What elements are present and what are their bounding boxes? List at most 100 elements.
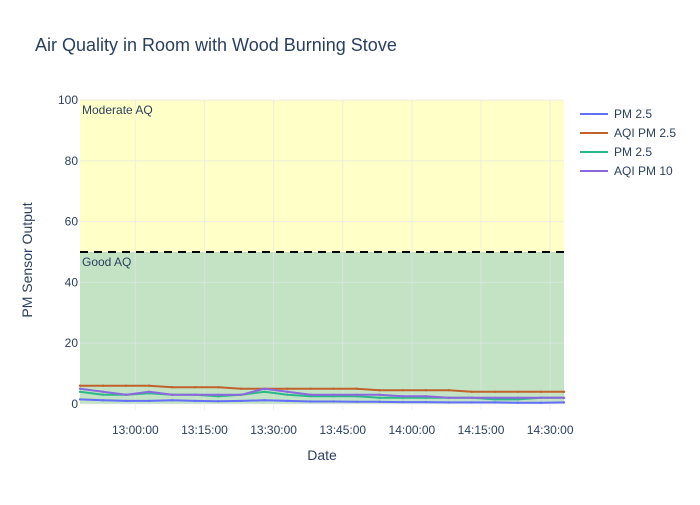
series-3-point-19 (516, 396, 520, 399)
series-1-point-12 (355, 387, 358, 390)
series-0-point-12 (355, 400, 358, 403)
legend-item-1[interactable]: AQI PM 2.5 (580, 126, 676, 140)
series-2-point-0 (78, 390, 82, 393)
series-3-point-16 (447, 396, 450, 399)
x-tick-label-6: 14:30:00 (527, 423, 574, 437)
series-1-point-18 (493, 390, 497, 393)
series-3-point-0 (78, 387, 82, 390)
series-1-point-3 (147, 384, 151, 387)
band-label-0: Moderate AQ (82, 103, 153, 117)
series-0-point-9 (286, 399, 289, 403)
series-0-point-13 (378, 400, 381, 403)
series-0-point-21 (562, 401, 566, 404)
x-tick-label-2: 13:30:00 (250, 423, 297, 437)
series-0-point-2 (124, 399, 128, 403)
series-1-point-10 (309, 387, 312, 390)
band-0 (80, 100, 564, 252)
series-3-point-6 (217, 393, 220, 396)
legend-item-3[interactable]: AQI PM 10 (580, 164, 673, 178)
series-line-0 (79, 398, 565, 404)
series-0-point-7 (240, 399, 243, 403)
series-3-point-14 (401, 395, 404, 398)
series-3-point-13 (378, 393, 381, 396)
series-3-point-7 (240, 393, 243, 396)
series-3-point-18 (493, 396, 497, 399)
series-0-point-11 (332, 400, 335, 403)
grid-layer (80, 99, 564, 410)
legend-item-0[interactable]: PM 2.5 (580, 107, 652, 121)
series-1-point-14 (401, 389, 404, 392)
series-1-point-19 (516, 390, 520, 393)
legend-label-0: PM 2.5 (614, 107, 652, 121)
series-line-1 (80, 384, 564, 393)
y-tick-label-5: 100 (58, 93, 78, 107)
band-layer: Moderate AQ Good AQ (80, 100, 564, 404)
series-1-point-0 (78, 384, 82, 387)
x-axis-title: Date (307, 447, 337, 463)
series-2-point-13 (378, 396, 381, 399)
band-label-1: Good AQ (82, 255, 131, 269)
series-3-point-21 (562, 396, 566, 399)
y-tick-label-0: 0 (71, 397, 78, 411)
series-3-point-1 (101, 390, 105, 393)
series-layer (78, 384, 566, 404)
series-1-point-21 (562, 390, 566, 393)
series-0-point-5 (194, 399, 197, 403)
series-0-point-8 (263, 399, 266, 402)
series-1-point-7 (240, 387, 243, 390)
y-tick-label-4: 80 (65, 154, 79, 168)
series-3-point-5 (194, 393, 197, 396)
series-0-point-1 (101, 399, 105, 402)
x-tick-label-3: 13:45:00 (319, 423, 366, 437)
y-tick-label-1: 20 (65, 336, 79, 350)
series-0-point-14 (401, 400, 404, 404)
series-line-3 (79, 387, 564, 399)
series-1-point-5 (194, 386, 197, 389)
legend-label-2: PM 2.5 (614, 145, 652, 159)
series-1-point-2 (124, 384, 128, 387)
series-0-point-4 (171, 399, 174, 402)
series-1-point-20 (539, 390, 543, 393)
series-0-point-0 (78, 398, 82, 401)
band-1 (80, 251, 564, 404)
series-3-point-12 (355, 393, 358, 396)
y-tick-label-2: 40 (65, 275, 79, 289)
series-3-point-17 (470, 396, 473, 399)
legend-item-2[interactable]: PM 2.5 (580, 145, 652, 159)
axis-layer: 0 20 40 60 80 100 13:00:00 13:15:00 13:30:00 13:4… (58, 93, 574, 437)
x-tick-label-5: 14:15:00 (458, 423, 505, 437)
x-tick-label-1: 13:15:00 (181, 423, 228, 437)
series-1-point-13 (378, 389, 381, 392)
series-3-point-10 (309, 393, 312, 396)
legend-label-3: AQI PM 10 (614, 164, 673, 178)
y-tick-label-3: 60 (65, 215, 79, 229)
series-1-point-1 (101, 384, 105, 387)
series-1-point-17 (470, 390, 473, 393)
series-1-point-16 (447, 389, 450, 392)
series-1-point-4 (171, 386, 174, 389)
series-1-point-9 (286, 387, 289, 390)
y-axis-title: PM Sensor Output (19, 202, 35, 317)
series-3-point-11 (332, 393, 335, 396)
legend-layer[interactable]: PM 2.5 AQI PM 2.5 PM 2.5 AQI PM 10 (580, 107, 676, 178)
series-0-point-19 (516, 401, 520, 404)
series-3-point-8 (263, 387, 266, 390)
series-0-point-17 (470, 401, 473, 404)
series-0-point-3 (147, 399, 151, 403)
series-0-point-20 (539, 401, 543, 404)
series-3-point-20 (539, 396, 543, 399)
series-0-point-6 (217, 400, 220, 403)
series-0-point-16 (447, 401, 450, 404)
series-0-point-18 (493, 401, 497, 404)
series-2-point-1 (101, 393, 105, 396)
series-1-point-15 (424, 389, 427, 392)
series-2-point-9 (286, 393, 289, 396)
series-3-point-2 (124, 393, 128, 396)
legend-label-1: AQI PM 2.5 (614, 126, 676, 140)
series-3-point-3 (147, 390, 151, 393)
series-3-point-9 (286, 390, 289, 393)
x-tick-label-4: 14:00:00 (389, 423, 436, 437)
series-0-point-10 (309, 400, 312, 403)
